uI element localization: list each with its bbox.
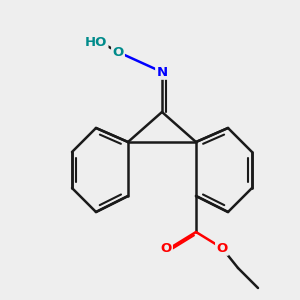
Text: O: O [216,242,228,254]
Text: O: O [112,46,124,59]
Text: HO: HO [85,35,107,49]
Text: N: N [156,65,168,79]
Text: O: O [160,242,172,254]
